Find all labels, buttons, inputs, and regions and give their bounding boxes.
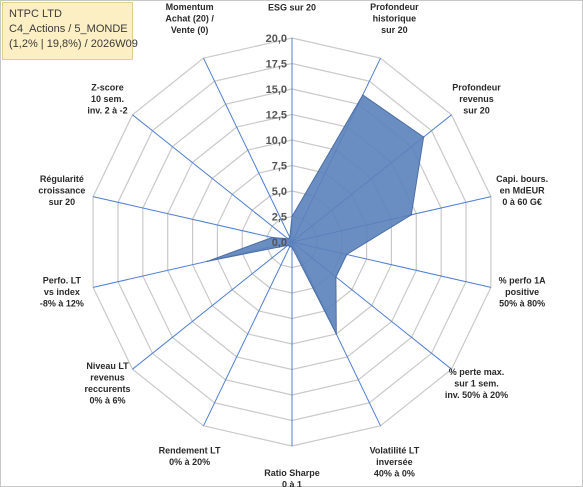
axis-label-line: Ratio Sharpe (264, 468, 320, 478)
axis-label-line: 10 sem. (91, 94, 124, 104)
axis-label-line: % perte max. (449, 367, 505, 377)
axis-label-line: historique (373, 14, 417, 24)
axis-label: Z-score 10 sem. inv. 2 à -2 (87, 83, 127, 116)
axis-label-line: Volatilité LT (370, 445, 420, 455)
axis-label-line: Achat (20) / (165, 14, 214, 24)
axis-label-line: Z-score (91, 83, 124, 93)
axis-label-line: Perfo. LT (43, 276, 82, 286)
axis-label: Volatilité LT inversée 40% à 0% (370, 445, 420, 478)
axis-label-line: 0 à 1 (282, 480, 302, 487)
axis-label: Note ESG sur 20 (268, 0, 316, 13)
axis-label-line: inversée (376, 457, 413, 467)
category-label: C4_Actions / 5_MONDE (9, 23, 128, 35)
axis-label-line: Profondeur (452, 83, 501, 93)
period-label: (1,2% | 19,8%) / 2026W09 (9, 38, 138, 50)
tick-label: 5,0 (272, 186, 287, 198)
axis-label-line: inv. 50% à 20% (445, 390, 508, 400)
axis-label-line: vs index (44, 287, 80, 297)
axis-spoke (92, 196, 293, 243)
tick-label: 7,5 (272, 161, 287, 173)
axis-label-line: 0% à 6% (89, 396, 125, 406)
data-point (291, 215, 293, 218)
axis-label: Régularité croissance sur 20 (38, 174, 85, 207)
axis-label-line: positive (505, 287, 539, 297)
axis-label-line: % perfo 1A (499, 276, 547, 286)
axis-spoke (203, 241, 293, 427)
data-point (362, 94, 364, 96)
tick-label: 12,5 (266, 110, 287, 122)
axis-label-line: sur 20 (381, 25, 408, 35)
tick-label: 20,0 (266, 33, 287, 45)
data-point (271, 236, 273, 239)
axis-label-line: Profondeur (370, 2, 419, 12)
axis-label-line: Niveau LT (86, 361, 129, 371)
axis-label-line: Régularité (40, 174, 84, 184)
data-point (422, 136, 425, 138)
axis-label: Profondeur revenus sur 20 (452, 83, 501, 116)
axis-label: Niveau LT revenus reccurents 0% à 6% (84, 361, 130, 406)
chart-info-box: NTPC LTD C4_Actions / 5_MONDE (1,2% | 19… (2, 2, 138, 60)
data-area (207, 94, 425, 335)
axis-label-line: sur 20 (49, 197, 76, 207)
axis-label-line: ESG sur 20 (268, 3, 316, 13)
company-name: NTPC LTD (9, 8, 62, 20)
axis-label-line: Momentum (166, 2, 214, 12)
axis-label-line: Rendement LT (159, 445, 221, 455)
axis-spoke (132, 114, 293, 243)
tick-label: 10,0 (266, 135, 287, 147)
data-point (287, 244, 289, 246)
axis-label: Capi. bours. en MdEUR 0 à 60 G€ (496, 174, 548, 207)
data-point (206, 260, 209, 263)
axis-label: Ratio Sharpe 0 à 1 (264, 468, 320, 487)
data-point (335, 276, 337, 278)
data-point (335, 333, 338, 335)
axis-label-line: 0 à 60 G€ (502, 197, 542, 207)
data-point (287, 238, 289, 240)
axis-label-line: Capi. bours. (496, 174, 548, 184)
tick-layer: 0,0 2,5 5,0 7,5 10,0 12,5 15,0 17,5 20,0 (266, 33, 287, 249)
axis-spoke (203, 57, 293, 243)
axis-spoke (132, 241, 293, 370)
axis-label-line: 40% à 0% (374, 468, 415, 478)
axis-label-line: revenus (459, 94, 494, 104)
data-point (289, 245, 291, 248)
axis-label: % perte max. sur 1 sem. inv. 50% à 20% (445, 367, 508, 400)
axis-label: % perfo 1A positive 50% à 80% (499, 276, 547, 309)
axis-label-line: reccurents (84, 384, 130, 394)
axis-label-line: sur 20 (463, 106, 490, 116)
axis-label-line: 0% à 20% (169, 457, 210, 467)
axis-label-line: Vente (0) (171, 25, 209, 35)
axis-label-line: sur 1 sem. (454, 378, 499, 388)
axis-label-line: croissance (38, 186, 85, 196)
data-point (289, 236, 291, 239)
axis-label-line: Note (282, 0, 302, 1)
tick-label: 2,5 (272, 212, 287, 224)
axis-label-line: en MdEUR (500, 186, 546, 196)
axis-label: Profondeur historique sur 20 (370, 2, 419, 35)
axis-label: Perfo. LT vs index -8% à 12% (40, 276, 84, 309)
axis-label: Momentum Achat (20) / Vente (0) (165, 2, 214, 35)
axis-label: Rendement LT 0% à 20% (159, 445, 221, 467)
axis-label-line: -8% à 12% (40, 299, 84, 309)
data-point (345, 253, 348, 256)
axis-label-line: revenus (90, 373, 125, 383)
data-point (291, 246, 293, 248)
tick-label: 17,5 (266, 59, 287, 71)
axis-label-line: inv. 2 à -2 (87, 106, 127, 116)
tick-label: 15,0 (266, 84, 287, 96)
data-layer (206, 94, 425, 335)
tick-label: 0,0 (272, 237, 287, 249)
axis-label-line: 50% à 80% (499, 299, 545, 309)
data-point (410, 214, 413, 216)
